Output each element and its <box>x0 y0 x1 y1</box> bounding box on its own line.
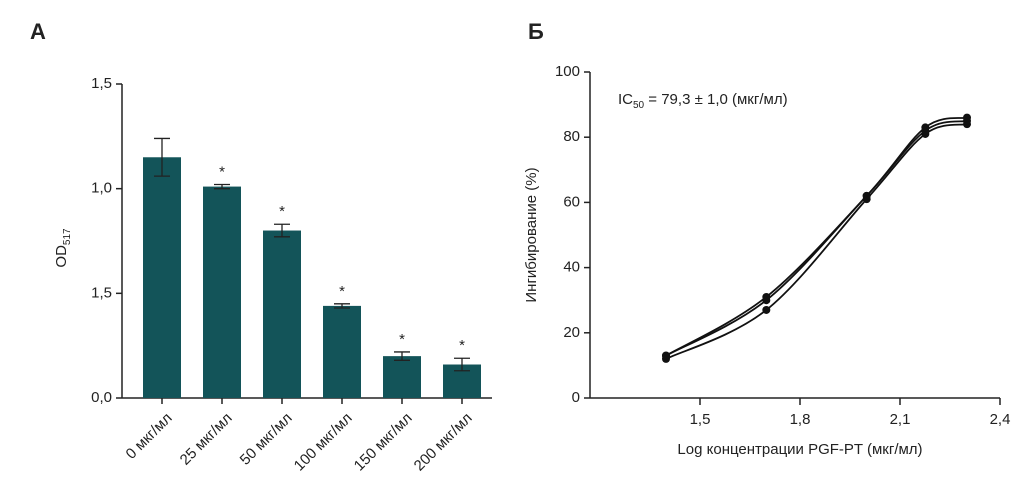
y-tick-label: 40 <box>563 259 580 276</box>
x-tick-label: 25 мкг/мл <box>177 410 236 469</box>
annotation: IC50 = 79,3 ± 1,0 (мкг/мл) <box>618 91 788 111</box>
annotation-rest: = 79,3 ± 1,0 (мкг/мл) <box>644 91 787 108</box>
significance-label: * <box>279 203 285 220</box>
y-tick-label: 1,5 <box>91 75 112 92</box>
error-bar <box>334 303 350 309</box>
x-tick-label: 2,4 <box>990 411 1011 428</box>
significance-label: * <box>459 337 465 354</box>
panel-label: Б <box>528 19 544 44</box>
error-bar <box>274 223 290 238</box>
x-axis-title: Log концентрации PGF-PT (мкг/мл) <box>677 441 922 458</box>
data-point <box>921 123 930 132</box>
y-tick-label: 0,0 <box>91 389 112 406</box>
x-tick-label: 1,8 <box>790 411 811 428</box>
data-point <box>762 292 771 301</box>
data-point <box>862 191 871 200</box>
annotation-main: IC <box>618 91 633 108</box>
fit-curve <box>665 123 968 360</box>
y-tick-label: 60 <box>563 193 580 210</box>
x-tick-label: 150 мкг/мл <box>351 410 416 475</box>
error-bar <box>394 351 410 361</box>
significance-label: * <box>339 283 345 300</box>
bar <box>203 186 241 398</box>
error-bar <box>154 137 170 177</box>
x-tick-label: 1,5 <box>690 411 711 428</box>
y-axis-title: Ингибирование (%) <box>523 167 540 302</box>
fit-curve <box>665 120 968 357</box>
y-tick-label: 100 <box>555 63 580 80</box>
x-tick-label: 200 мкг/мл <box>411 410 476 475</box>
y-tick-label: 20 <box>563 324 580 341</box>
y-tick-label: 1,0 <box>91 180 112 197</box>
bar <box>323 305 361 398</box>
data-point <box>963 113 971 122</box>
data-point <box>662 351 670 360</box>
significance-label: * <box>219 163 225 180</box>
panel-label: А <box>30 19 46 44</box>
data-point <box>762 305 771 314</box>
y-axis-title-main: OD <box>53 245 70 268</box>
y-axis-title: OD517 <box>53 228 73 268</box>
x-tick-label: 0 мкг/мл <box>123 410 176 463</box>
error-bar <box>454 357 470 372</box>
x-tick-label: 100 мкг/мл <box>291 410 356 475</box>
y-tick-label: 80 <box>563 128 580 145</box>
x-tick-label: 50 мкг/мл <box>237 410 296 469</box>
fit-curve <box>665 116 968 357</box>
error-bar <box>214 183 230 190</box>
y-axis-title-sub: 517 <box>62 228 73 245</box>
x-tick-label: 2,1 <box>890 411 911 428</box>
annotation-sub: 50 <box>633 100 645 111</box>
significance-label: * <box>399 331 405 348</box>
bar <box>383 356 421 398</box>
bar <box>263 230 301 398</box>
y-tick-label: 0 <box>572 389 580 406</box>
bar <box>143 157 181 398</box>
y-tick-label: 1,5 <box>91 284 112 301</box>
